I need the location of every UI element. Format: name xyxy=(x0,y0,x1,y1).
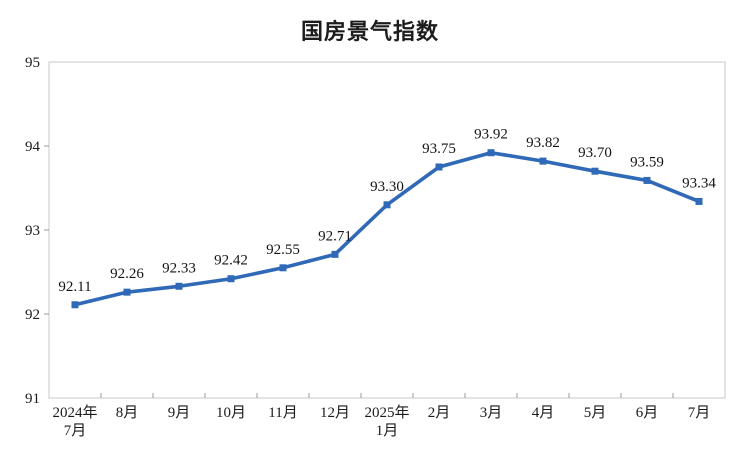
data-point-marker xyxy=(643,176,651,184)
data-point-label: 92.55 xyxy=(266,242,300,258)
chart-title: 国房景气指数 xyxy=(300,19,439,44)
data-point-marker xyxy=(279,264,287,272)
x-axis-tick-label: 5月 xyxy=(584,405,607,421)
data-point-label: 93.82 xyxy=(526,135,560,151)
x-axis-tick-label: 3月 xyxy=(480,405,503,421)
data-point-label: 92.71 xyxy=(318,228,352,244)
y-axis-tick-label: 94 xyxy=(25,139,41,155)
data-point-label: 93.34 xyxy=(682,175,716,191)
series-line xyxy=(73,150,701,307)
data-point-marker xyxy=(383,201,391,209)
data-point-label: 93.70 xyxy=(578,145,612,161)
data-point-label: 93.59 xyxy=(630,154,664,170)
x-axis-tick-label: 2024年 xyxy=(52,404,97,421)
data-point-marker xyxy=(487,149,495,157)
x-axis-tick-label: 8月 xyxy=(116,405,139,421)
data-point-marker xyxy=(591,167,599,175)
x-axis-tick-label: 1月 xyxy=(376,423,399,439)
data-point-marker xyxy=(331,250,339,258)
data-point-label: 92.11 xyxy=(58,279,91,295)
x-axis-tick-label: 12月 xyxy=(320,405,350,421)
x-axis-tick-label: 2025年 xyxy=(364,404,409,421)
y-axis-tick-label: 95 xyxy=(25,55,40,71)
x-axis-tick-label: 6月 xyxy=(636,405,659,421)
data-point-marker xyxy=(123,288,131,296)
x-axis-tick-label: 7月 xyxy=(688,405,711,421)
x-axis-tick-label: 2月 xyxy=(428,405,451,421)
data-point-label: 92.26 xyxy=(110,266,144,282)
data-point-label: 93.75 xyxy=(422,141,456,157)
data-point-marker xyxy=(175,282,183,290)
data-point-label: 92.33 xyxy=(162,260,196,276)
data-point-label: 92.42 xyxy=(214,253,248,269)
y-axis-tick-label: 92 xyxy=(25,307,40,323)
x-axis-tick-label: 9月 xyxy=(168,405,191,421)
data-point-label: 93.30 xyxy=(370,179,404,195)
data-point-marker xyxy=(539,157,547,165)
data-point-marker xyxy=(71,301,79,309)
y-axis-tick-label: 93 xyxy=(25,223,40,239)
data-point-marker xyxy=(435,163,443,171)
plot-area xyxy=(48,61,726,399)
data-point-marker xyxy=(695,197,703,205)
x-axis-tick-label: 7月 xyxy=(64,423,87,439)
data-point-marker xyxy=(227,275,235,283)
x-axis-tick-label: 11月 xyxy=(268,405,297,421)
x-axis-tick-label: 4月 xyxy=(532,405,555,421)
x-axis-tick-label: 10月 xyxy=(216,405,246,421)
data-point-label: 93.92 xyxy=(474,127,508,143)
y-axis-tick-label: 91 xyxy=(25,391,40,407)
